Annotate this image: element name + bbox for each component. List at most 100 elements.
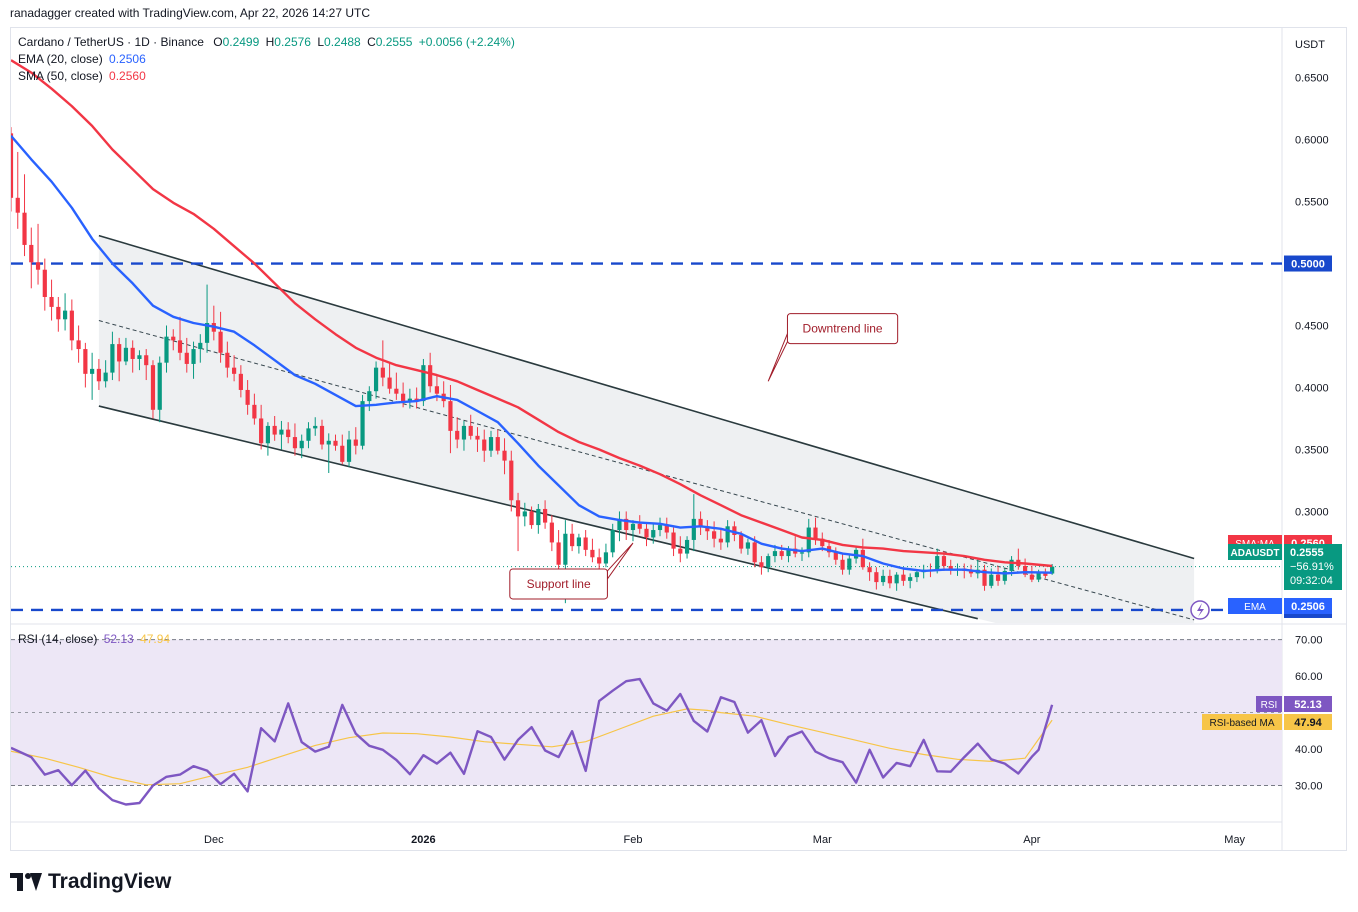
rsi-tag-value-rsi-based-ma: 47.94 [1294, 717, 1322, 729]
candle-body-87 [597, 557, 602, 564]
candle-body-43 [299, 440, 304, 449]
candle-body-18 [130, 347, 135, 359]
candle-body-42 [292, 437, 298, 449]
ema-legend-label: EMA (20, close) [18, 52, 103, 66]
candle-body-113 [772, 551, 778, 557]
tradingview-logo[interactable]: TradingView [10, 870, 171, 894]
price-pane [11, 59, 1282, 623]
candle-body-5 [42, 269, 47, 297]
ema-legend[interactable]: EMA (20, close) 0.2506 [18, 52, 146, 66]
price-tag-change-adausdt: −56.91% [1290, 561, 1334, 573]
price-axis-tick-4: 0.4000 [1295, 382, 1329, 394]
price-axis-currency: USDT [1295, 39, 1325, 51]
candle-body-94 [644, 528, 649, 538]
time-axis-tick-1: 2026 [411, 834, 435, 846]
candle-body-100 [684, 539, 690, 554]
candle-body-92 [630, 523, 636, 531]
candle-body-110 [752, 542, 757, 563]
candle-body-108 [739, 534, 744, 549]
candle-body-115 [786, 548, 791, 557]
price-axis-tick-1: 0.6000 [1295, 135, 1329, 147]
candle-body-50 [346, 439, 352, 462]
candle-body-3 [29, 244, 34, 263]
candle-body-122 [833, 552, 838, 560]
candle-body-101 [691, 518, 696, 540]
candle-body-35 [245, 389, 250, 405]
candle-body-17 [123, 347, 129, 362]
candle-body-106 [725, 526, 730, 543]
chart-frame [10, 27, 1347, 851]
rsi-line [11, 677, 1054, 806]
candle-body-148 [1009, 559, 1014, 571]
candle-body-59 [407, 398, 412, 402]
channel-fill [98, 235, 1195, 623]
candle-body-14 [103, 372, 108, 382]
candle-body-26 [184, 352, 189, 364]
candle-body-74 [509, 460, 514, 501]
candle-body-16 [117, 344, 122, 362]
level-tag-0: 0.5000 [1291, 259, 1325, 271]
candle-body-93 [637, 523, 642, 529]
candle-body-147 [1002, 570, 1007, 581]
candle-body-15 [110, 344, 115, 373]
candle-body-66 [455, 430, 460, 440]
candle-body-146 [995, 574, 1001, 581]
candle-body-144 [982, 569, 987, 586]
sma50-line [11, 59, 1053, 568]
rsi-axis-tick-2: 40.00 [1295, 744, 1323, 756]
rsi-axis-tick-3: 30.00 [1295, 781, 1323, 793]
candle-body-4 [35, 262, 41, 270]
candle-body-65 [448, 401, 453, 431]
price-axis-tick-5: 0.3500 [1295, 444, 1329, 456]
candle-body-39 [272, 425, 277, 435]
price-tag-countdown-adausdt: 09:32:04 [1290, 575, 1333, 587]
candle-body-29 [204, 323, 210, 343]
time-axis-tick-5: May [1224, 834, 1245, 846]
candle-body-36 [252, 404, 257, 419]
price-tag-name-adausdt: ADAUSDT [1231, 548, 1280, 559]
candle-body-8 [62, 310, 68, 320]
callout-box-0 [786, 313, 899, 345]
ohlc-close: 0.2555 [375, 35, 413, 49]
ohlc-close-label: C [367, 35, 376, 49]
candle-body-24 [171, 336, 176, 341]
candle-body-119 [813, 527, 818, 539]
candle-body-105 [718, 538, 723, 543]
candle-body-40 [279, 429, 284, 435]
rsi-tag-value-rsi: 52.13 [1294, 699, 1322, 711]
brand-name: TradingView [48, 870, 172, 893]
candle-body-139 [948, 565, 953, 570]
tradingview-logo-icon [10, 873, 42, 891]
sma-legend-value: 0.2560 [109, 69, 146, 83]
candle-body-154 [1050, 566, 1055, 574]
sma-legend[interactable]: SMA (50, close) 0.2560 [18, 69, 146, 83]
ohlc-high-label: H [265, 35, 275, 49]
candle-body-19 [137, 355, 142, 359]
candle-body-83 [570, 533, 575, 547]
replay-icon [1190, 600, 1210, 620]
time-axis-tick-2: Feb [623, 834, 642, 846]
candle-body-41 [286, 429, 291, 438]
candle-body-72 [495, 437, 500, 451]
rsi-axis-tick-1: 60.00 [1295, 671, 1323, 683]
candle-body-10 [76, 340, 81, 350]
candle-body-69 [475, 435, 480, 440]
candle-body-61 [421, 365, 426, 402]
rsi-legend[interactable]: RSI (14, close) 52.13 47.94 [18, 632, 170, 646]
candle-body-95 [651, 530, 656, 538]
replay-icon-bolt [1197, 603, 1204, 617]
candle-body-21 [150, 365, 156, 410]
candle-body-9 [69, 310, 74, 341]
candle-body-7 [56, 306, 61, 320]
price-axis-tick-3: 0.4500 [1295, 321, 1329, 333]
candle-body-151 [1029, 574, 1034, 580]
rsi-axis-tick-0: 70.00 [1295, 635, 1323, 647]
candle-body-27 [191, 349, 196, 364]
candle-body-55 [380, 367, 385, 378]
candle-body-82 [563, 533, 568, 565]
candle-body-102 [698, 518, 703, 527]
time-axis-tick-0: Dec [204, 834, 224, 846]
candle-body-22 [157, 362, 162, 410]
candle-body-70 [482, 439, 487, 451]
